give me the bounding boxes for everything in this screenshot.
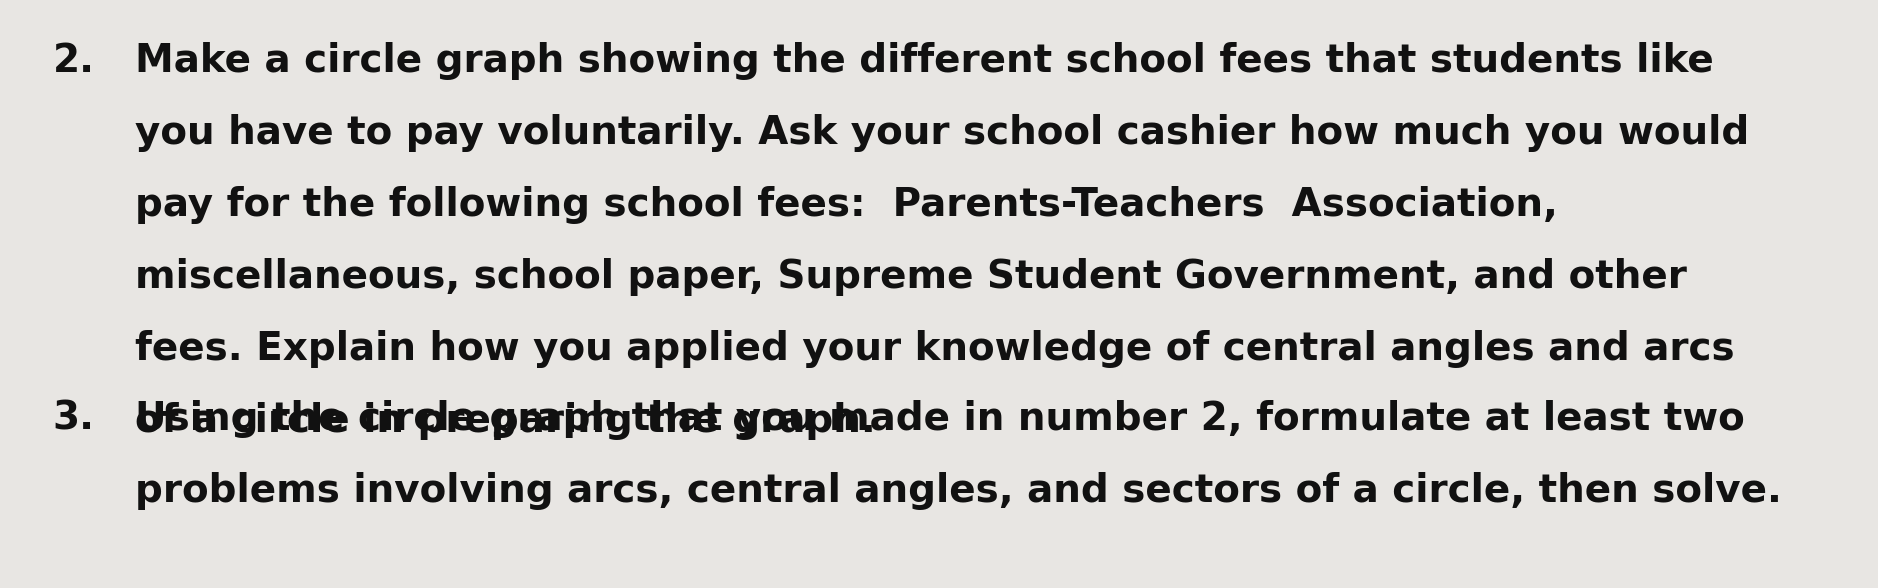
Text: problems involving arcs, central angles, and sectors of a circle, then solve.: problems involving arcs, central angles,… [135, 472, 1782, 510]
Text: of a circle in preparing the graph.: of a circle in preparing the graph. [135, 402, 875, 440]
Text: pay for the following school fees:  Parents-Teachers  Association,: pay for the following school fees: Paren… [135, 186, 1559, 224]
Text: Make a circle graph showing the different school fees that students like: Make a circle graph showing the differen… [135, 42, 1715, 80]
Text: you have to pay voluntarily. Ask your school cashier how much you would: you have to pay voluntarily. Ask your sc… [135, 114, 1750, 152]
Text: fees. Explain how you applied your knowledge of central angles and arcs: fees. Explain how you applied your knowl… [135, 330, 1735, 368]
Text: 2.: 2. [53, 42, 94, 80]
Text: 3.: 3. [53, 400, 94, 438]
Text: Using the circle graph that you made in number 2, formulate at least two: Using the circle graph that you made in … [135, 400, 1745, 438]
Text: miscellaneous, school paper, Supreme Student Government, and other: miscellaneous, school paper, Supreme Stu… [135, 258, 1686, 296]
